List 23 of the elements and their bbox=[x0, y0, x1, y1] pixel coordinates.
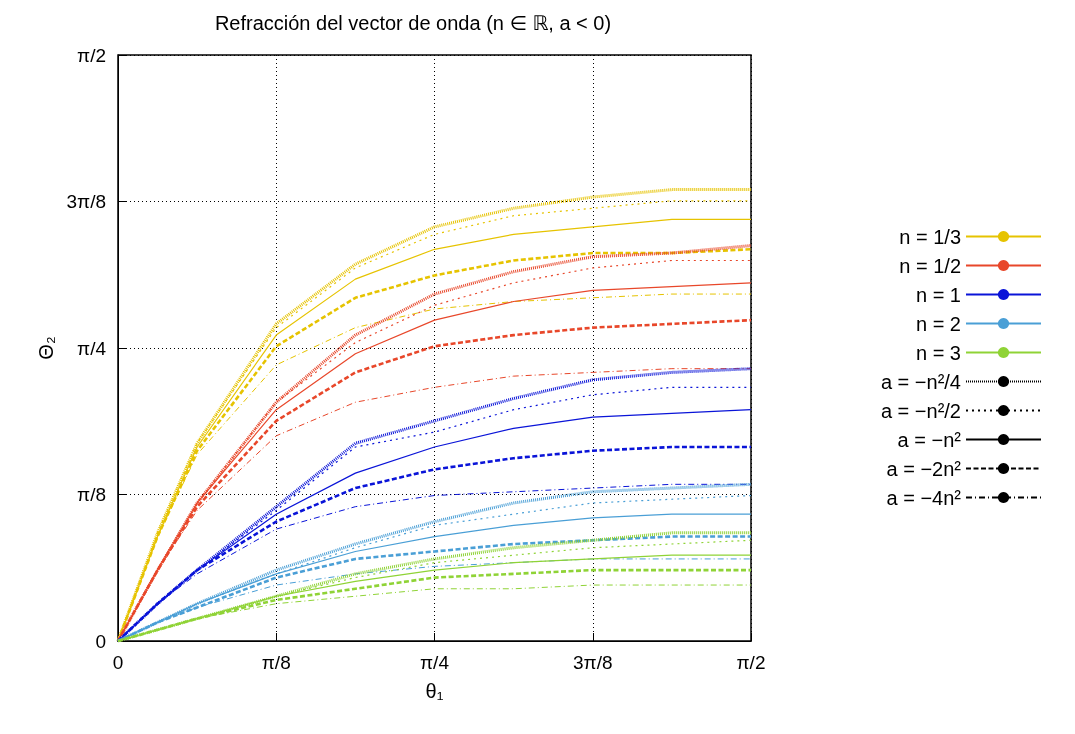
y-tick-label: 0 bbox=[95, 630, 106, 652]
legend-label: n = 1/2 bbox=[899, 254, 961, 277]
y-tick-label: 3π/8 bbox=[66, 191, 106, 212]
x-tick-label: 0 bbox=[112, 652, 124, 673]
y-tick-label: π/2 bbox=[77, 44, 106, 66]
legend-label: n = 1 bbox=[915, 283, 961, 306]
x-tick-label: π/8 bbox=[261, 652, 291, 673]
x-axis-title: θ₁ bbox=[425, 680, 444, 702]
x-tick-label: π/2 bbox=[736, 652, 766, 673]
legend-label: a = −n² bbox=[897, 428, 962, 451]
chart-title: Refracción del vector de onda (n ∈ ℝ, a < 0) bbox=[214, 12, 612, 34]
legend-label: n = 2 bbox=[915, 312, 961, 335]
legend-label: a = −n²/2 bbox=[880, 399, 961, 422]
x-tick-label: 3π/8 bbox=[572, 652, 613, 673]
y-axis-title: Θ₂ bbox=[34, 336, 57, 360]
y-tick-label: π/8 bbox=[77, 484, 106, 505]
legend-label: a = −n²/4 bbox=[880, 370, 961, 393]
legend-label: n = 3 bbox=[915, 341, 961, 364]
legend-label: n = 1/3 bbox=[899, 225, 961, 248]
legend-label: a = −2n² bbox=[886, 457, 962, 480]
x-tick-label: π/4 bbox=[420, 652, 450, 673]
legend-label: a = −4n² bbox=[886, 486, 962, 509]
y-tick-label: π/4 bbox=[77, 337, 107, 359]
